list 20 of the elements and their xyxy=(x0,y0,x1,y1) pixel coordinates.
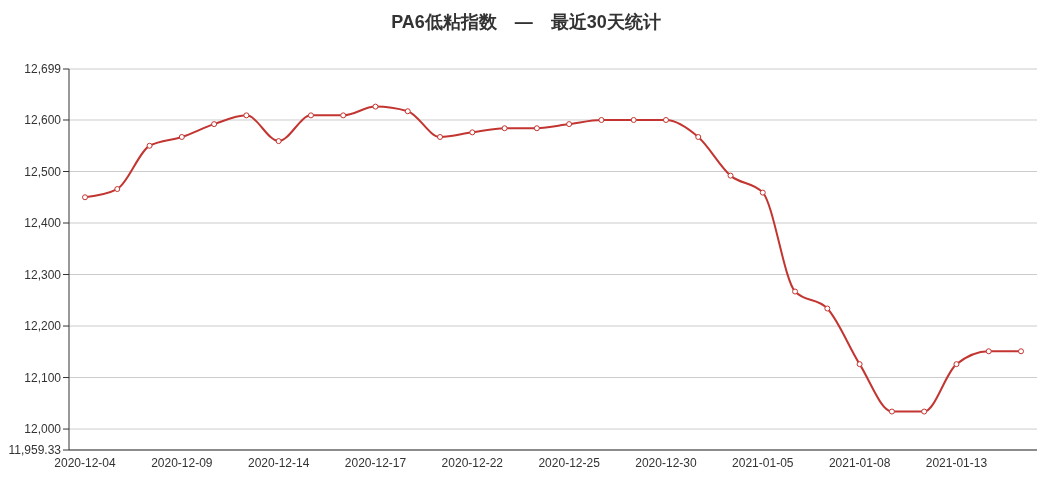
y-tick-label: 12,100 xyxy=(24,370,62,385)
x-tick-label: 2020-12-30 xyxy=(635,455,697,470)
x-tick-label: 2020-12-09 xyxy=(151,455,213,470)
x-tick-label: 2020-12-22 xyxy=(441,455,504,470)
x-tick-label: 2020-12-04 xyxy=(54,455,117,470)
x-tick-label: 2020-12-17 xyxy=(344,455,407,470)
x-tick-label: 2020-12-14 xyxy=(247,455,310,470)
y-tick-label: 12,400 xyxy=(24,216,62,231)
x-tick-label: 2020-12-25 xyxy=(538,455,601,470)
y-tick-label: 12,699 xyxy=(24,62,62,77)
y-tick-label: 12,600 xyxy=(24,113,62,128)
y-tick-label: 11,959.33 xyxy=(8,443,62,458)
x-tick-label: 2021-01-13 xyxy=(925,455,988,470)
y-tick-label: 12,000 xyxy=(24,422,62,437)
y-tick-label: 12,300 xyxy=(24,267,62,282)
y-tick-label: 12,500 xyxy=(24,164,62,179)
chart-title: PA6低粘指数 — 最近30天统计 xyxy=(390,11,662,34)
x-tick-label: 2021-01-08 xyxy=(828,455,891,470)
x-tick-label: 2021-01-05 xyxy=(732,455,794,470)
y-tick-label: 12,200 xyxy=(24,319,62,334)
